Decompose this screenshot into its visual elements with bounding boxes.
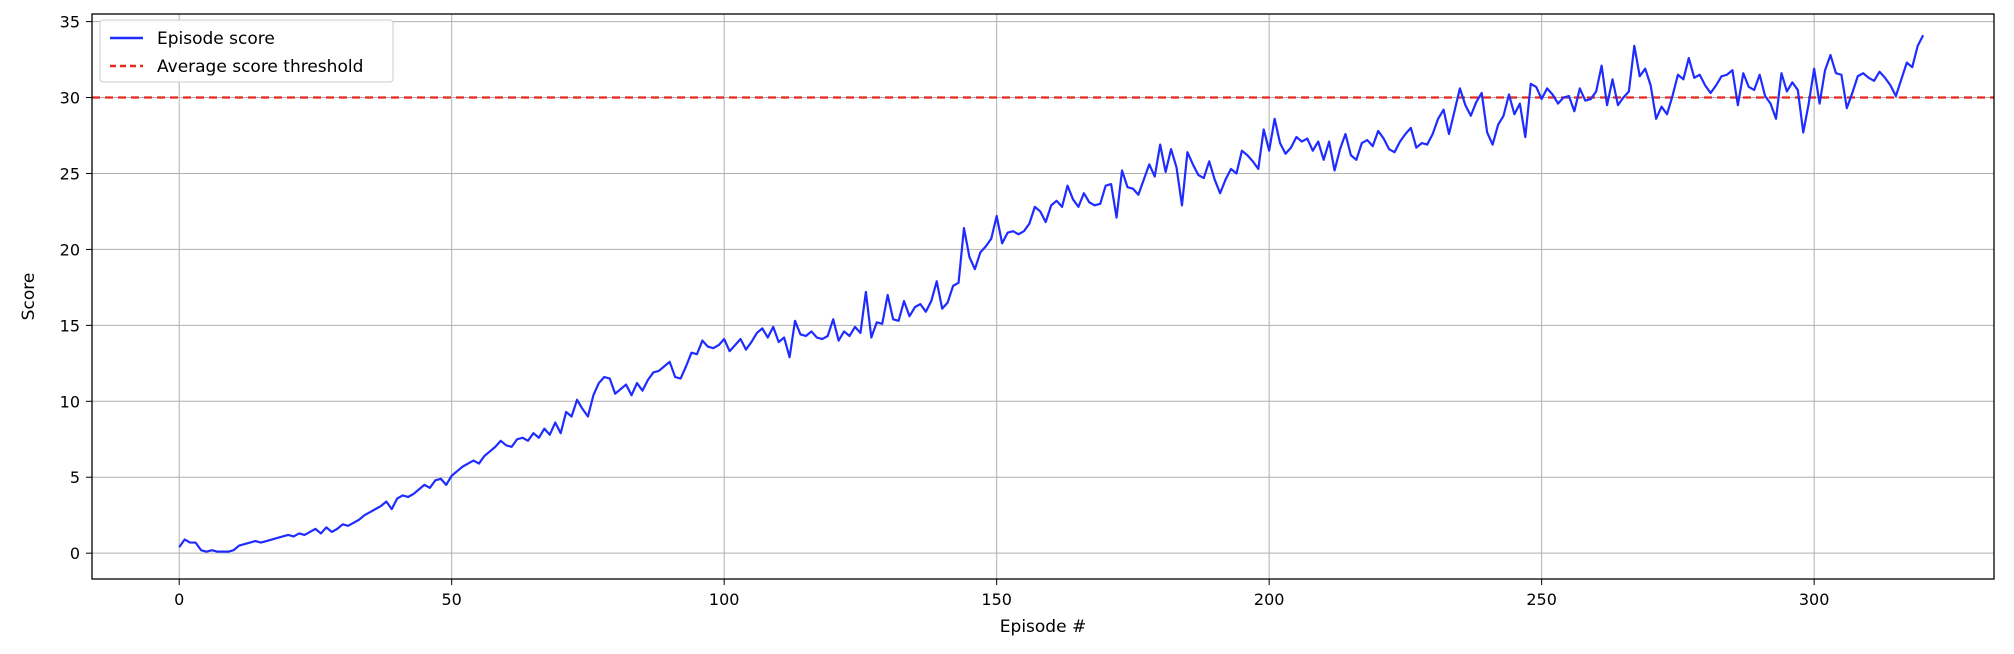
legend-label-episode-score: Episode score [157, 29, 275, 49]
x-tick-label: 200 [1254, 590, 1285, 609]
x-tick-label: 150 [981, 590, 1012, 609]
plot-frame [91, 13, 1995, 580]
y-tick-label: 15 [60, 316, 80, 335]
x-tick-label: 250 [1526, 590, 1557, 609]
x-tick-label: 100 [709, 590, 740, 609]
y-tick-label: 0 [70, 544, 80, 563]
y-tick-label: 20 [60, 240, 80, 259]
y-tick-label: 25 [60, 164, 80, 183]
y-tick-label: 30 [60, 89, 80, 108]
x-tick-label: 0 [174, 590, 184, 609]
y-tick-label: 5 [70, 468, 80, 487]
y-tick-label: 35 [60, 13, 80, 32]
legend-box [99, 19, 394, 83]
x-tick-label: 300 [1799, 590, 1830, 609]
series-line-episode-score [178, 34, 1925, 553]
series-group [178, 34, 1925, 553]
x-tick-label: 50 [442, 590, 462, 609]
y-tick-label: 10 [60, 392, 80, 411]
ticks: 0 50 100 150 200 250 300 0 5 10 15 20 25 30 35 [60, 13, 1830, 609]
legend: Episode score Average score threshold [99, 19, 394, 83]
x-axis-label: Episode # [1000, 617, 1086, 637]
y-axis-label: Score [19, 273, 39, 321]
legend-label-average-score-threshold: Average score threshold [157, 57, 363, 77]
